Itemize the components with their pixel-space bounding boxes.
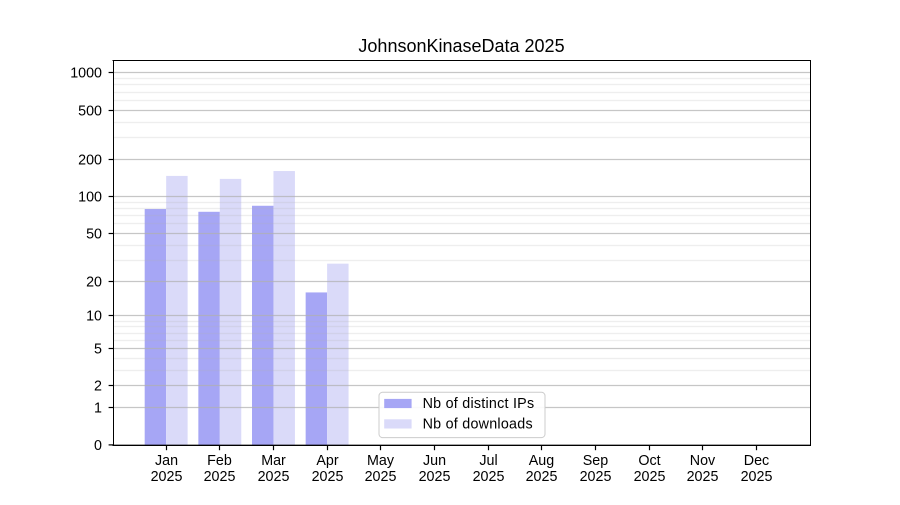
svg-text:Apr: Apr bbox=[316, 453, 338, 469]
svg-text:Oct: Oct bbox=[638, 453, 660, 469]
svg-text:2025: 2025 bbox=[419, 469, 451, 485]
svg-text:1: 1 bbox=[94, 400, 102, 416]
svg-text:Jul: Jul bbox=[479, 453, 497, 469]
svg-text:200: 200 bbox=[78, 152, 102, 168]
svg-text:2025: 2025 bbox=[312, 469, 344, 485]
svg-text:2025: 2025 bbox=[473, 469, 505, 485]
svg-text:1000: 1000 bbox=[70, 65, 102, 81]
svg-text:Jan: Jan bbox=[155, 453, 178, 469]
svg-text:2025: 2025 bbox=[365, 469, 397, 485]
svg-text:10: 10 bbox=[86, 308, 102, 324]
svg-text:2: 2 bbox=[94, 378, 102, 394]
svg-text:Mar: Mar bbox=[261, 453, 286, 469]
svg-text:2025: 2025 bbox=[634, 469, 666, 485]
svg-text:Sep: Sep bbox=[583, 453, 608, 469]
svg-text:5: 5 bbox=[94, 341, 102, 357]
svg-text:2025: 2025 bbox=[151, 469, 183, 485]
svg-text:Aug: Aug bbox=[529, 453, 554, 469]
svg-text:Feb: Feb bbox=[207, 453, 232, 469]
svg-text:2025: 2025 bbox=[741, 469, 773, 485]
svg-text:2025: 2025 bbox=[526, 469, 558, 485]
svg-text:0: 0 bbox=[94, 438, 102, 454]
svg-text:500: 500 bbox=[78, 103, 102, 119]
svg-text:Dec: Dec bbox=[744, 453, 769, 469]
svg-text:2025: 2025 bbox=[258, 469, 290, 485]
svg-text:Jun: Jun bbox=[423, 453, 446, 469]
svg-text:May: May bbox=[367, 453, 395, 469]
svg-text:Nov: Nov bbox=[690, 453, 716, 469]
svg-text:50: 50 bbox=[86, 226, 102, 242]
svg-text:2025: 2025 bbox=[580, 469, 612, 485]
svg-text:Nb of downloads: Nb of downloads bbox=[423, 416, 533, 432]
svg-text:2025: 2025 bbox=[204, 469, 236, 485]
svg-text:100: 100 bbox=[78, 189, 102, 205]
svg-text:Nb of distinct IPs: Nb of distinct IPs bbox=[423, 396, 535, 412]
svg-text:JohnsonKinaseData 2025: JohnsonKinaseData 2025 bbox=[358, 36, 564, 56]
svg-text:2025: 2025 bbox=[687, 469, 719, 485]
svg-text:20: 20 bbox=[86, 274, 102, 290]
